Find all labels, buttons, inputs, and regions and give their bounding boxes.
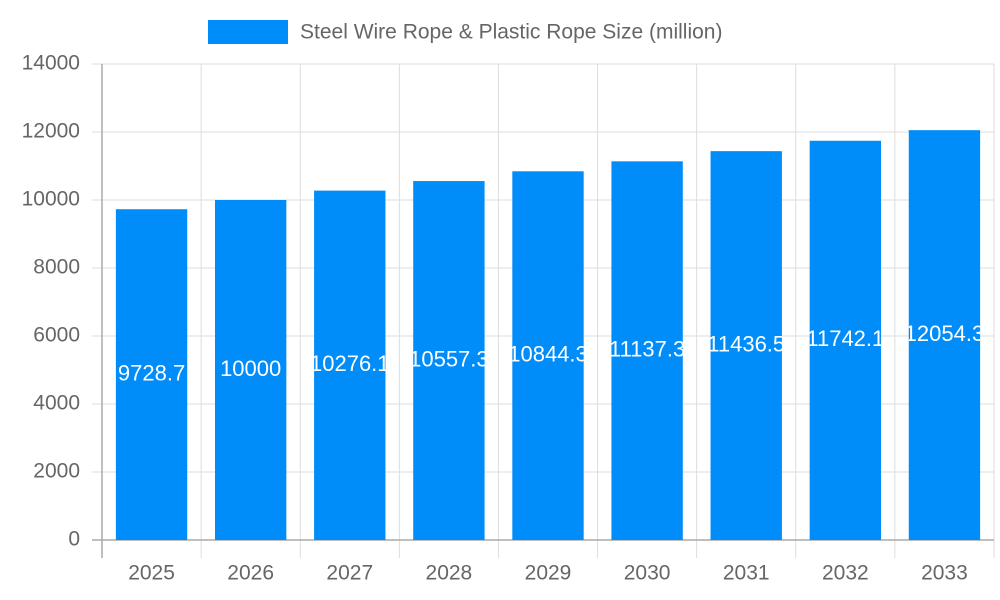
y-tick-label: 6000: [33, 324, 80, 347]
x-tick-label: 2027: [326, 562, 373, 585]
bar: [611, 161, 683, 541]
x-tick-label: 2026: [227, 562, 274, 585]
bar: [512, 171, 584, 540]
y-tick-label: 14000: [22, 52, 80, 75]
data-label: 10557.3: [409, 346, 489, 371]
x-tick-label: 2032: [822, 562, 869, 585]
x-tick-label: 2033: [921, 562, 968, 585]
y-tick-label: 10000: [22, 188, 80, 211]
data-label: 12054.3: [905, 321, 985, 346]
data-label: 11436.5: [707, 331, 785, 356]
data-label: 9728.7: [118, 360, 185, 385]
bar: [809, 140, 882, 540]
bar: [908, 130, 981, 540]
x-tick-label: 2028: [426, 562, 473, 585]
data-label: 11137.3: [609, 336, 685, 361]
bar: [413, 181, 485, 540]
x-tick-label: 2031: [723, 562, 770, 585]
legend-label: Steel Wire Rope & Plastic Rope Size (mil…: [300, 21, 722, 44]
data-label: 10844.3: [508, 341, 588, 366]
data-label: 10000: [220, 356, 281, 381]
bar: [214, 200, 287, 540]
x-tick-label: 2030: [624, 562, 671, 585]
y-tick-label: 12000: [22, 120, 80, 143]
y-tick-label: 0: [68, 528, 80, 551]
y-tick-label: 4000: [33, 392, 80, 415]
data-label: 11742.1: [806, 326, 884, 351]
x-tick-label: 2025: [128, 562, 175, 585]
bar: [115, 209, 188, 541]
y-tick-label: 2000: [33, 460, 80, 483]
y-tick-label: 8000: [33, 256, 80, 279]
x-tick-label: 2029: [525, 562, 572, 585]
bar: [710, 151, 782, 540]
data-label: 10276.1: [310, 351, 390, 376]
bar: [314, 190, 386, 540]
legend-swatch: [208, 20, 288, 44]
